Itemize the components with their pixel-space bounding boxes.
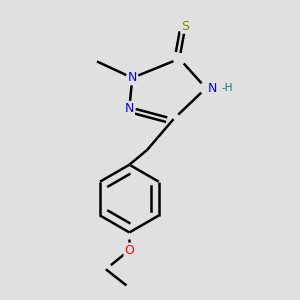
Text: N: N <box>125 102 134 115</box>
Text: N: N <box>128 71 137 84</box>
Text: O: O <box>124 244 134 256</box>
Text: N: N <box>207 82 217 95</box>
Text: -H: -H <box>221 82 233 93</box>
Text: S: S <box>181 20 189 33</box>
